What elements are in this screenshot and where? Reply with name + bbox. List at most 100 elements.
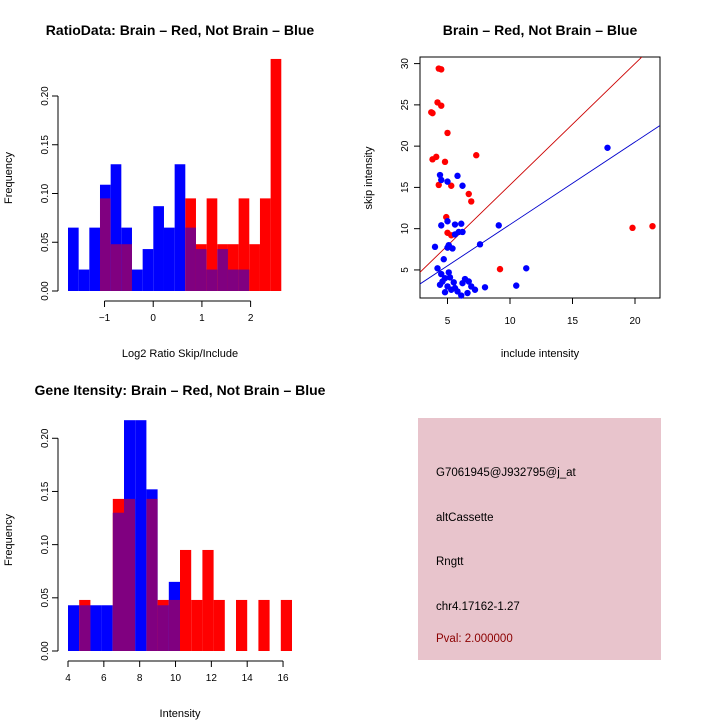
- gene-intensity-bar-blue: [90, 605, 102, 651]
- gene-intensity-y-tick-label: 0.05: [40, 588, 51, 608]
- ratio-bar-blue: [174, 164, 186, 291]
- gene-intensity-panel: Gene Itensity: Brain – Red, Not Brain – …: [3, 382, 326, 720]
- gene-intensity-x-tick-label: 6: [101, 673, 107, 684]
- scatter-point-not-brain: [434, 265, 441, 272]
- scatter-point-not-brain: [444, 218, 451, 225]
- ratio-bar-red: [227, 244, 239, 291]
- ratio-y-tick-label: 0.20: [40, 86, 51, 106]
- ratio-bar-overlap: [110, 244, 122, 291]
- ratio-histogram-title: RatioData: Brain – Red, Not Brain – Blue: [46, 22, 315, 38]
- gene-intensity-y-tick-label: 0.20: [40, 428, 51, 448]
- scatter-point-not-brain: [440, 256, 447, 263]
- scatter-point-brain: [448, 182, 455, 189]
- gene-intensity-x-tick-label: 14: [242, 673, 254, 684]
- gene-intensity-title: Gene Itensity: Brain – Red, Not Brain – …: [35, 382, 326, 398]
- scatter-x-tick-label: 5: [445, 316, 451, 327]
- ratio-bar-red: [249, 244, 260, 291]
- scatter-point-brain: [429, 109, 436, 117]
- scatter-point-not-brain: [458, 292, 465, 299]
- gene-intensity-bar-blue: [68, 605, 80, 651]
- gene-intensity-bar-overlap: [124, 498, 136, 651]
- gene-intensity-x-tick-label: 16: [277, 673, 289, 684]
- ratio-bar-overlap: [238, 269, 250, 291]
- intensity-scatter-panel: Brain – Red, Not Brain – Blue include in…: [363, 22, 661, 360]
- ratio-bar-blue: [89, 227, 100, 291]
- gene-intensity-bar-overlap: [157, 605, 169, 651]
- scatter-point-brain: [441, 158, 449, 166]
- scatter-point-not-brain: [495, 222, 502, 229]
- gene-intensity-bar-red: [191, 599, 203, 651]
- scatter-point-brain: [438, 66, 445, 73]
- ratio-y-tick-label: 0.00: [40, 281, 51, 301]
- scatter-plot-box: [419, 56, 661, 299]
- scatter-point-not-brain: [450, 279, 457, 286]
- ratio-y-tick-label: 0.10: [40, 183, 51, 203]
- gene-name-text: Rngtt: [436, 556, 464, 568]
- gene-intensity-bar-blue: [101, 605, 113, 651]
- scatter-point-not-brain: [459, 228, 466, 236]
- ratio-bar-red: [206, 198, 218, 291]
- scatter-x-tick-label: 20: [629, 316, 641, 327]
- scatter-point-not-brain: [449, 245, 456, 252]
- ratio-histogram-xlabel: Log2 Ratio Skip/Include: [122, 348, 238, 360]
- ratio-bar-overlap: [121, 244, 132, 291]
- scatter-point-not-brain: [431, 243, 439, 251]
- scatter-point-not-brain: [438, 270, 445, 278]
- scatter-point-brain: [629, 224, 636, 232]
- scatter-point-brain: [444, 129, 451, 137]
- gene-intensity-x-tick-label: 8: [137, 673, 143, 684]
- gene-intensity-bar-red: [236, 599, 248, 651]
- ratio-histogram-panel: RatioData: Brain – Red, Not Brain – Blue…: [3, 22, 314, 360]
- scatter-y-tick-label: 10: [400, 223, 411, 235]
- gene-intensity-bar-red: [202, 549, 214, 651]
- scatter-point-not-brain: [513, 282, 520, 289]
- gene-intensity-x-tick-label: 4: [65, 673, 71, 684]
- scatter-point-not-brain: [464, 289, 471, 297]
- ratio-bar-blue: [78, 269, 90, 291]
- scatter-y-tick-label: 15: [400, 181, 411, 193]
- probe-id-text: G7061945@J932795@j_at: [436, 467, 577, 479]
- gene-intensity-ylabel: Frequency: [3, 514, 15, 566]
- ratio-x-tick-label: −1: [99, 313, 111, 324]
- scatter-y-tick-label: 20: [400, 140, 411, 152]
- ratio-bar-red: [270, 58, 282, 292]
- intensity-scatter-ylabel: skip intensity: [363, 146, 375, 209]
- intensity-scatter-xlabel: include intensity: [501, 348, 580, 360]
- gene-intensity-xlabel: Intensity: [160, 708, 201, 720]
- gene-intensity-y-tick-label: 0.10: [40, 534, 51, 554]
- ratio-bar-blue: [68, 227, 79, 291]
- event-type-text: altCassette: [436, 512, 494, 524]
- ratio-bar-red: [259, 198, 271, 291]
- scatter-point-not-brain: [523, 265, 530, 272]
- gene-intensity-bar-overlap: [79, 605, 91, 651]
- ratio-x-tick-label: 2: [248, 313, 254, 324]
- scatter-point-brain: [433, 153, 440, 161]
- gene-intensity-bar-red: [258, 599, 270, 651]
- scatter-point-not-brain: [436, 281, 444, 288]
- scatter-x-tick-label: 15: [567, 316, 579, 327]
- ratio-bar-overlap: [227, 269, 239, 291]
- info-panel: G7061945@J932795@j_at altCassette Rngtt …: [418, 418, 661, 660]
- scatter-point-not-brain: [451, 221, 459, 228]
- gene-intensity-bar-overlap: [112, 512, 124, 651]
- ratio-bar-overlap: [217, 249, 228, 291]
- ratio-bar-overlap: [185, 227, 196, 291]
- scatter-point-not-brain: [446, 274, 454, 281]
- intensity-scatter-title: Brain – Red, Not Brain – Blue: [443, 22, 638, 38]
- gene-intensity-bar-blue: [135, 420, 147, 651]
- scatter-point-not-brain: [465, 278, 472, 285]
- scatter-point-not-brain: [454, 172, 461, 180]
- gene-intensity-y-tick-label: 0.15: [40, 481, 51, 501]
- scatter-x-tick-label: 10: [504, 316, 516, 327]
- gene-intensity-bar-red: [213, 599, 225, 651]
- scatter-point-brain: [496, 265, 504, 273]
- scatter-point-not-brain: [451, 284, 459, 292]
- scatter-point-not-brain: [445, 269, 452, 276]
- scatter-point-brain: [438, 102, 445, 109]
- scatter-not-brain-fit-line: [420, 125, 660, 285]
- scatter-point-not-brain: [438, 176, 445, 184]
- scatter-point-not-brain: [604, 144, 611, 151]
- scatter-y-tick-label: 25: [400, 99, 411, 111]
- scatter-point-not-brain: [444, 178, 451, 185]
